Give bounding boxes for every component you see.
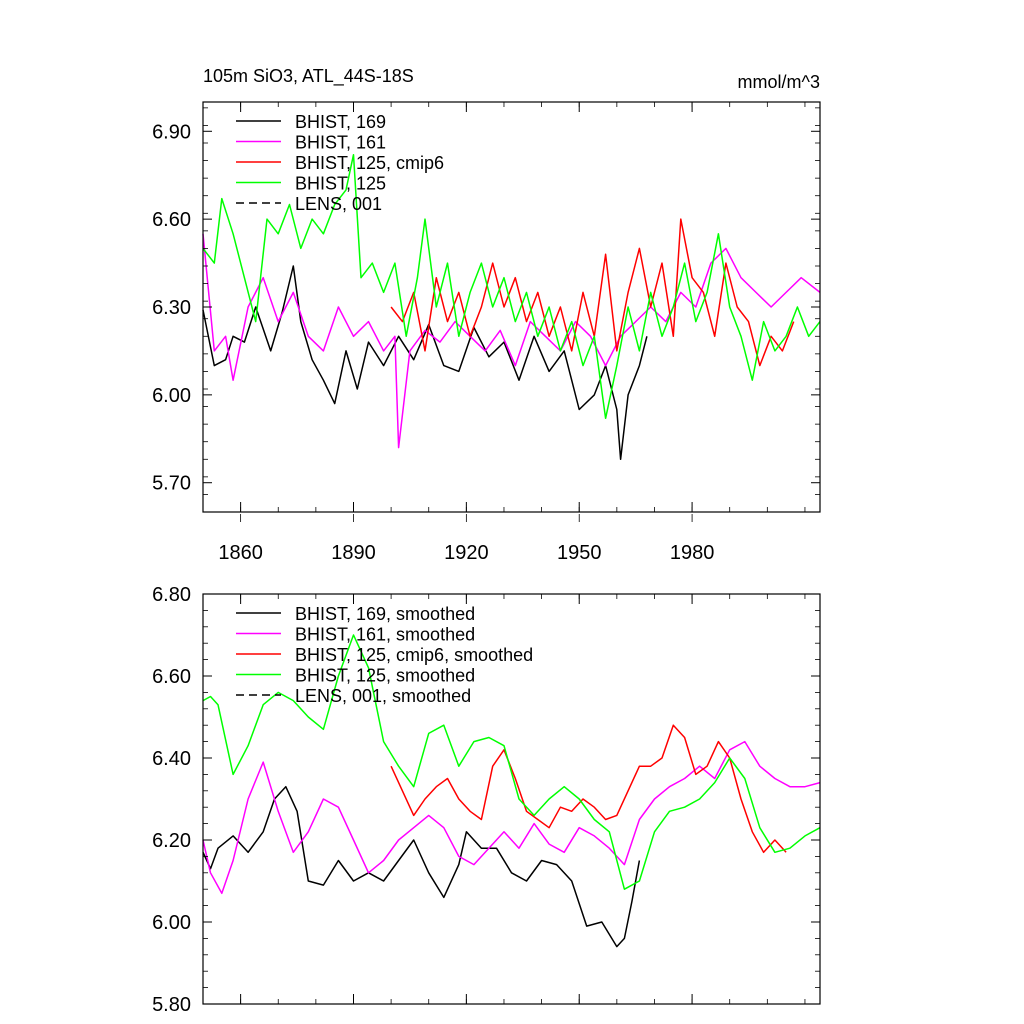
bottom-legend-label-2: BHIST, 125, cmip6, smoothed	[295, 645, 533, 665]
top-ytick-label: 6.90	[152, 121, 191, 143]
bottom-legend-label-4: LENS, 001, smoothed	[295, 686, 471, 706]
top-ytick-label: 6.30	[152, 297, 191, 319]
bottom-series-line-2	[390, 724, 787, 854]
top-legend-label-0: BHIST, 169	[295, 112, 386, 132]
top-series-line-3	[202, 153, 821, 420]
bottom-plot-frame	[202, 593, 821, 1005]
bottom-ytick-label: 6.80	[152, 584, 191, 606]
bottom-ytick-label: 6.40	[152, 748, 191, 770]
top-legend-label-1: BHIST, 161	[295, 133, 386, 153]
bottom-series-line-3	[202, 634, 821, 890]
bottom-panel: 5.80 6.00 6.20 6.40 6.60 6.80 BHIST, 169, smo…	[152, 584, 821, 1016]
top-xtick-label: 1920	[444, 542, 489, 564]
top-xtick-label: 1980	[670, 542, 715, 564]
top-series-line-1	[202, 233, 821, 449]
bottom-ytick-label: 6.60	[152, 666, 191, 688]
bottom-legend-label-1: BHIST, 161, smoothed	[295, 625, 475, 645]
top-xtick-label: 1860	[218, 542, 263, 564]
top-legend-label-2: BHIST, 125, cmip6	[295, 153, 444, 173]
bottom-legend-label-0: BHIST, 169, smoothed	[295, 604, 475, 624]
top-ytick-label: 6.00	[152, 385, 191, 407]
top-axes: 5.70 6.00 6.30 6.60 6.90 1860 1890 1920 1950 1980	[152, 102, 820, 564]
bottom-ytick-label: 6.00	[152, 912, 191, 934]
bottom-ytick-label: 5.80	[152, 994, 191, 1016]
top-series-line-0	[202, 265, 648, 461]
bottom-series-line-1	[202, 740, 821, 895]
top-series-group	[202, 153, 821, 461]
chart-title: 105m SiO3, ATL_44S-18S	[203, 66, 414, 87]
top-legend-label-3: BHIST, 125	[295, 174, 386, 194]
bottom-series-group	[202, 634, 821, 948]
top-panel: 5.70 6.00 6.30 6.60 6.90 1860 1890 1920 1950 1980…	[152, 101, 821, 564]
units-label: mmol/m^3	[738, 72, 820, 92]
top-legend-label-4: LENS, 001	[295, 194, 382, 214]
top-ytick-label: 6.60	[152, 209, 191, 231]
top-xtick-label: 1890	[331, 542, 376, 564]
bottom-legend-label-3: BHIST, 125, smoothed	[295, 666, 475, 686]
bottom-axes: 5.80 6.00 6.20 6.40 6.60 6.80	[152, 584, 820, 1016]
top-ytick-label: 5.70	[152, 473, 191, 495]
bottom-ytick-label: 6.20	[152, 830, 191, 852]
top-xtick-label: 1950	[557, 542, 602, 564]
bottom-series-line-0	[202, 785, 641, 948]
